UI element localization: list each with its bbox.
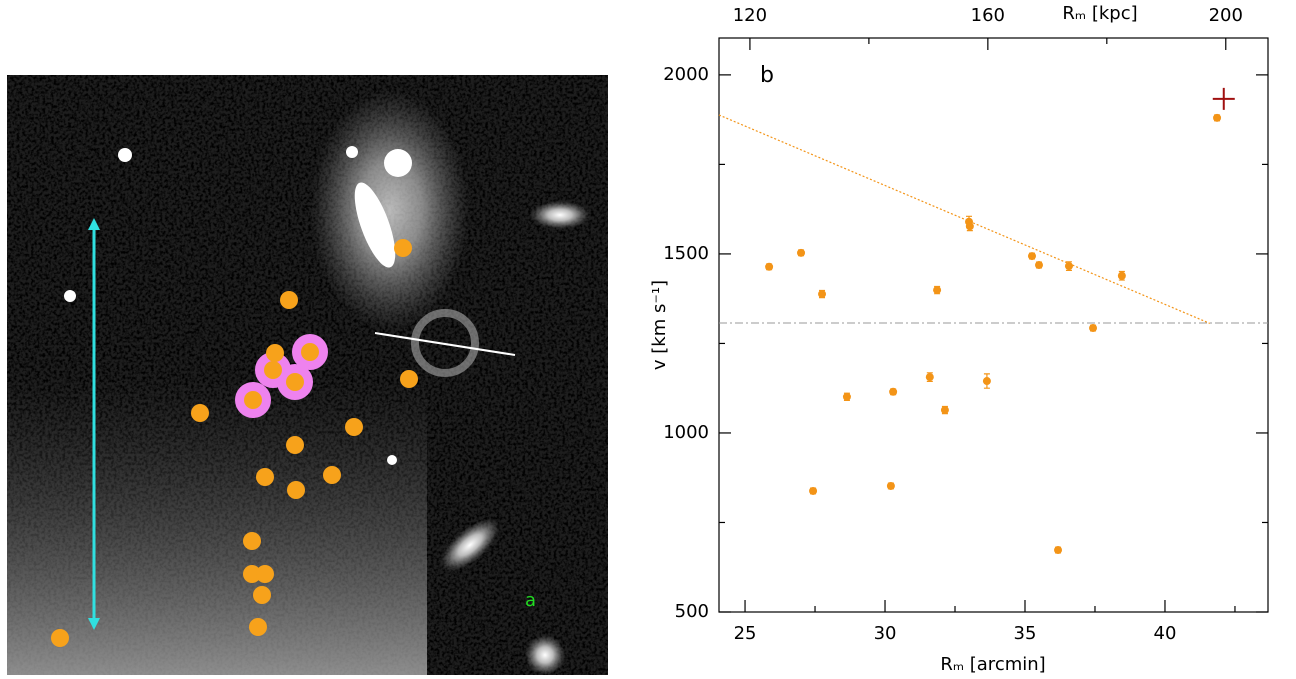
x2-tick-label: 120 <box>733 5 767 26</box>
point <box>940 406 949 415</box>
cross-marker <box>1212 87 1235 110</box>
point <box>886 481 895 490</box>
point <box>889 387 898 396</box>
image-label: a <box>525 590 536 611</box>
y-tick-label: 1000 <box>663 422 709 443</box>
x-tick-label: 25 <box>734 623 757 644</box>
point <box>1213 113 1222 122</box>
x-axis-label: Rₘ [arcmin] <box>940 654 1045 675</box>
point <box>925 373 934 382</box>
point <box>1034 261 1043 270</box>
point <box>809 486 818 495</box>
y-tick-label: 1500 <box>663 243 709 264</box>
point <box>1054 546 1063 555</box>
point <box>1064 262 1073 271</box>
x2-axis-label: Rₘ [kpc] <box>1062 3 1137 24</box>
point <box>933 286 942 295</box>
y-tick-label: 2000 <box>663 64 709 85</box>
x-tick-label: 40 <box>1154 623 1177 644</box>
scale-arrow <box>88 218 100 630</box>
point <box>842 392 851 401</box>
point <box>818 290 827 299</box>
trend-line <box>718 114 1211 324</box>
x2-tick-label: 160 <box>971 5 1005 26</box>
point <box>765 262 774 271</box>
y-axis-label: v [km s⁻¹] <box>649 280 670 370</box>
galaxy-markers <box>51 239 418 647</box>
y-tick-label: 500 <box>675 601 709 622</box>
plot-frame <box>718 37 1269 613</box>
point <box>1089 324 1098 333</box>
x-tick-label: 35 <box>1014 623 1037 644</box>
x2-tick-label: 200 <box>1209 5 1243 26</box>
point <box>1027 252 1036 261</box>
panel-label: b <box>760 63 774 88</box>
x-tick-label: 30 <box>874 623 897 644</box>
point <box>982 377 991 386</box>
point <box>797 248 806 257</box>
point <box>965 222 974 231</box>
point <box>1117 271 1126 280</box>
